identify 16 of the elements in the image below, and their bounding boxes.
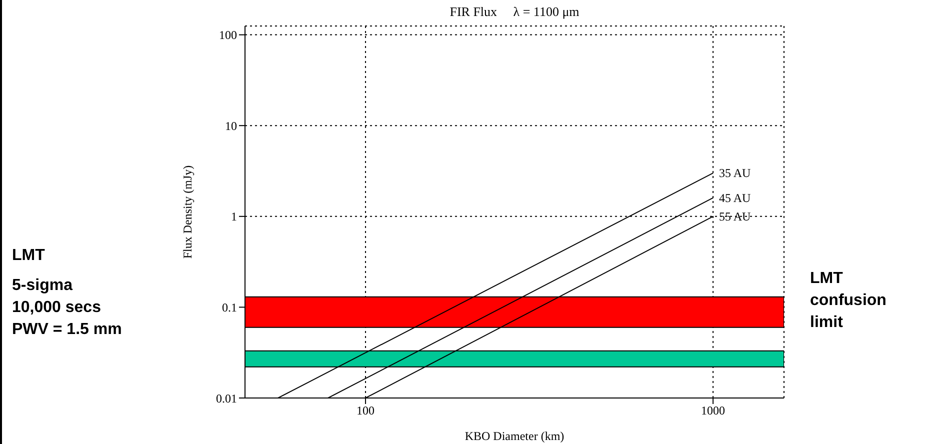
y-tick-label: 0.01 bbox=[216, 391, 237, 406]
y-tick-label: 0.1 bbox=[222, 300, 237, 314]
x-axis-title: KBO Diameter (km) bbox=[464, 429, 564, 443]
text: PWV = 1.5 mm bbox=[12, 320, 123, 340]
series-label: 45 AU bbox=[719, 190, 752, 205]
chart-title: FIR Flux λ = 1100 μm bbox=[448, 4, 580, 20]
y-tick-label: 100 bbox=[219, 28, 237, 42]
series-label: 35 AU bbox=[719, 166, 752, 180]
y-axis-title: Flux Density (mJy) bbox=[180, 165, 194, 259]
x-tick-label: 1000 bbox=[701, 404, 726, 418]
y-tick-label: 10 bbox=[225, 118, 237, 133]
text: 5-sigma bbox=[12, 276, 74, 296]
text: 10,000 secs bbox=[12, 298, 102, 318]
text: LMT bbox=[12, 246, 46, 266]
y-tick-label: 1 bbox=[231, 210, 237, 224]
band-label: LMT confusion limit bbox=[810, 269, 888, 333]
